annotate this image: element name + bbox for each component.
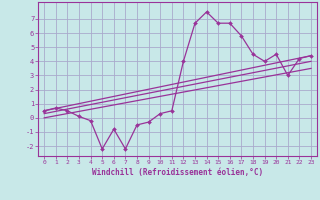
X-axis label: Windchill (Refroidissement éolien,°C): Windchill (Refroidissement éolien,°C) — [92, 168, 263, 177]
